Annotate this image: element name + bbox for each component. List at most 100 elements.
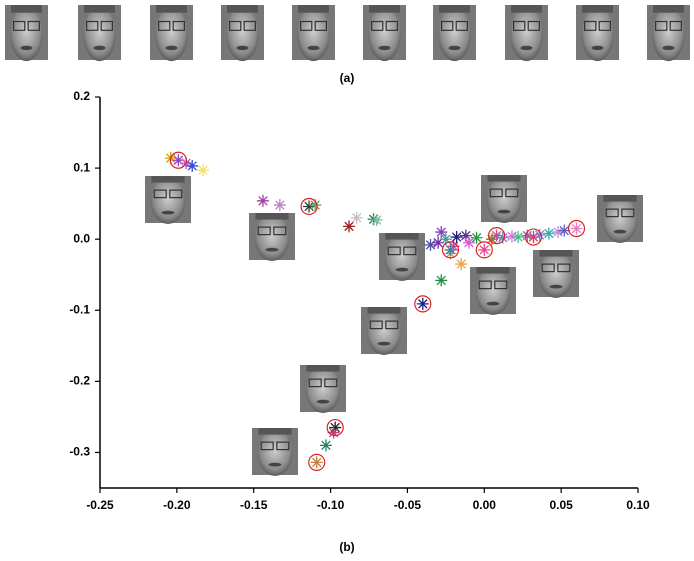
face-hair	[151, 176, 185, 183]
face-glasses-r	[505, 188, 519, 198]
face-hair	[255, 213, 289, 220]
face-mouth	[93, 45, 106, 51]
asterisk-point	[459, 229, 472, 242]
asterisk-point	[432, 236, 445, 249]
face-glasses-l	[541, 263, 555, 273]
face-hair	[603, 195, 637, 202]
face-glasses-r	[314, 20, 328, 31]
face-head	[486, 175, 522, 223]
face-head	[652, 6, 685, 62]
face-glasses-r	[403, 246, 417, 256]
highlight-circle	[487, 227, 506, 245]
face-head	[10, 6, 43, 62]
face-glasses-r	[243, 20, 257, 31]
face-head	[581, 6, 614, 62]
face-glasses-l	[308, 378, 322, 388]
face-head	[475, 267, 511, 315]
face-image	[576, 5, 619, 62]
face-mouth	[662, 45, 675, 51]
face-hair	[156, 5, 187, 13]
face-glasses-l	[654, 20, 668, 31]
face-image	[533, 250, 579, 298]
highlight-circle	[567, 219, 586, 238]
plot: -0.25 -0.20 -0.15 -0.10 -0.05 0.00 0.05 0.10 -0.…	[69, 89, 650, 512]
y-tick-label: 0.2	[73, 89, 90, 103]
x-tick-label: -0.15	[240, 498, 268, 512]
x-tick-label: -0.10	[317, 498, 345, 512]
face-glasses-r	[494, 280, 508, 290]
face-hair	[511, 5, 542, 13]
face-mouth	[307, 45, 320, 51]
highlight-circle	[414, 295, 432, 313]
face-glasses-l	[478, 280, 492, 290]
asterisk-point	[455, 258, 468, 271]
face-glasses-l	[85, 20, 99, 31]
asterisk-point	[435, 274, 448, 287]
face-glasses-r	[598, 20, 611, 31]
face-mouth	[448, 45, 461, 51]
asterisk-point	[521, 229, 534, 242]
asterisk-point	[450, 231, 463, 244]
highlight-circle	[300, 197, 318, 216]
asterisk-point	[186, 159, 199, 172]
face-hair	[582, 5, 613, 13]
face-glasses-r	[455, 20, 469, 31]
asterisk-point	[470, 231, 483, 244]
caption-a: (a)	[340, 71, 355, 85]
x-tick-label: -0.20	[163, 498, 191, 512]
face-head	[254, 213, 290, 261]
face-head	[155, 6, 188, 62]
face-image	[505, 5, 548, 62]
y-tick-label: -0.3	[69, 445, 90, 459]
face-glasses-l	[229, 20, 242, 31]
asterisk-point	[172, 154, 185, 167]
face-images	[5, 5, 690, 476]
face-hair	[385, 233, 419, 240]
asterisk-point	[424, 238, 437, 251]
face-image	[145, 176, 191, 224]
asterisk-point	[444, 243, 457, 256]
highlight-circle	[308, 453, 326, 472]
asterisk-point	[367, 213, 380, 226]
x-tick-label: 0.10	[626, 498, 650, 512]
caption-b: (b)	[339, 540, 354, 554]
face-mouth	[520, 45, 533, 51]
asterisk-point	[462, 236, 475, 249]
face-mouth	[613, 229, 627, 234]
face-hair	[258, 428, 292, 435]
face-hair	[653, 5, 684, 13]
face-glasses-r	[276, 441, 290, 451]
face-hair	[306, 365, 340, 372]
face-glasses-r	[27, 20, 40, 31]
face-image	[292, 5, 335, 62]
face-head	[257, 428, 293, 476]
face-glasses-l	[300, 20, 313, 31]
face-hair	[11, 5, 42, 13]
face-head	[510, 6, 543, 62]
asterisk-point	[485, 233, 498, 246]
face-glasses-r	[172, 20, 186, 31]
face-glasses-l	[605, 208, 619, 218]
asterisk-point	[310, 456, 323, 469]
face-image	[249, 213, 295, 261]
face-glasses-l	[13, 20, 26, 31]
face-hair	[439, 5, 470, 13]
asterisk-point	[558, 224, 571, 237]
asterisk-point	[309, 199, 322, 212]
face-glasses-r	[385, 320, 399, 330]
x-tick-label: -0.05	[394, 498, 422, 512]
face-head	[538, 250, 574, 298]
asterisk-point	[370, 213, 383, 226]
face-image	[150, 5, 193, 62]
face-hair	[539, 250, 573, 257]
face-hair	[84, 5, 115, 13]
face-hair	[369, 5, 400, 13]
asterisk-point	[343, 220, 356, 233]
face-mouth	[165, 45, 178, 51]
face-hair	[476, 267, 510, 274]
face-glasses-l	[260, 441, 274, 451]
asterisk-point	[542, 227, 555, 240]
face-head	[368, 6, 401, 62]
face-glasses-r	[621, 208, 635, 218]
face-image	[433, 5, 476, 62]
